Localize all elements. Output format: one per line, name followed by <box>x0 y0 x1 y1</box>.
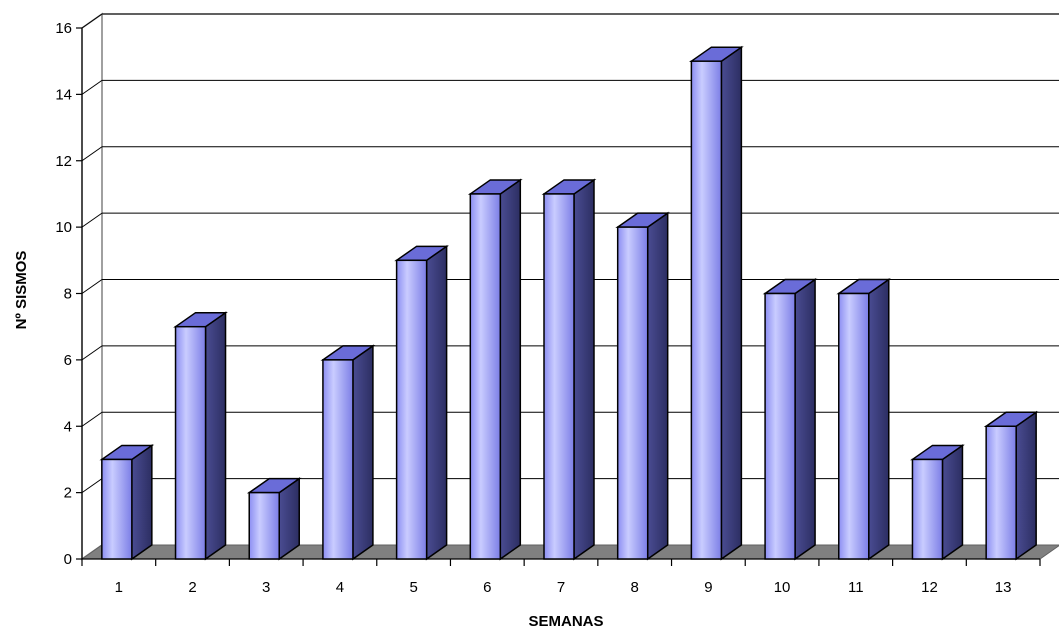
x-tick-labels: 1 2 3 4 5 6 7 8 9 10 11 12 13 <box>115 579 1012 596</box>
bar <box>541 178 597 561</box>
bar-side <box>204 311 227 561</box>
y-tick-label: 0 <box>64 551 72 568</box>
y-tick-label: 8 <box>64 286 72 303</box>
x-tick-label: 2 <box>188 579 196 596</box>
x-axis-title: SEMANAS <box>528 613 603 630</box>
gridline-diagonal <box>81 478 103 494</box>
bar-side <box>425 244 448 561</box>
gridline-diagonal <box>81 79 103 95</box>
y-axis-title: Nº SISMOS <box>13 251 30 330</box>
bar-front <box>174 325 207 560</box>
bar <box>910 443 965 561</box>
y-tick-label: 10 <box>55 219 72 236</box>
bar-side <box>868 278 890 561</box>
gridline-diagonal <box>81 411 103 427</box>
bar-front <box>690 60 723 560</box>
bar-front <box>616 226 649 560</box>
gridline-diagonal <box>81 345 103 361</box>
x-tick-label: 1 <box>115 579 123 596</box>
bar-front <box>395 259 428 560</box>
bar <box>689 45 744 561</box>
bar-front <box>322 359 354 560</box>
y-tick-label: 16 <box>55 20 72 37</box>
bar <box>615 211 671 561</box>
bar-side <box>1015 410 1037 561</box>
bar-side <box>646 211 669 561</box>
gridline-diagonal <box>81 13 103 29</box>
bar-front <box>985 425 1017 560</box>
bar-side <box>499 178 522 561</box>
x-tick-label: 10 <box>774 579 791 596</box>
bar <box>320 344 376 561</box>
y-tick-label: 14 <box>55 86 72 103</box>
bar-front <box>911 458 944 560</box>
bar-side <box>794 278 816 561</box>
bar <box>983 410 1039 561</box>
bar-side <box>573 178 595 561</box>
bar-side <box>131 443 153 561</box>
x-tick-label: 9 <box>704 579 712 596</box>
bar-side <box>352 344 374 561</box>
x-tick-label: 7 <box>557 579 565 596</box>
y-tick-label: 4 <box>64 418 72 435</box>
x-tick-label: 13 <box>995 579 1012 596</box>
x-tick-label: 6 <box>483 579 491 596</box>
x-tick-label: 3 <box>262 579 270 596</box>
bar-front <box>469 193 502 560</box>
x-tick-label: 11 <box>848 579 864 596</box>
gridline-diagonal <box>81 279 103 294</box>
gridline-diagonal <box>81 146 103 162</box>
bar-front <box>838 292 870 560</box>
x-tick-label: 8 <box>631 579 639 596</box>
x-tick-label: 4 <box>336 579 344 596</box>
bar <box>394 244 449 561</box>
gridline-diagonal <box>81 212 103 228</box>
bar <box>836 278 892 561</box>
bar-side <box>720 45 743 561</box>
bar-side <box>941 443 964 561</box>
y-tick-label: 12 <box>55 153 72 170</box>
bar-front <box>764 292 796 560</box>
bar <box>467 178 523 561</box>
bar <box>99 443 155 561</box>
y-tick-label: 6 <box>64 352 72 369</box>
bar <box>762 278 818 561</box>
bars <box>99 45 1039 561</box>
bar <box>173 311 228 561</box>
x-tick-label: 12 <box>921 579 938 596</box>
y-tick-label: 2 <box>64 485 72 502</box>
x-tick-label: 5 <box>409 579 417 596</box>
bar-front <box>248 491 280 560</box>
bar-front <box>101 458 133 560</box>
y-tick-labels: 0 2 4 6 8 10 12 14 16 <box>55 20 72 568</box>
bar <box>246 477 302 561</box>
bar-front <box>543 193 575 560</box>
